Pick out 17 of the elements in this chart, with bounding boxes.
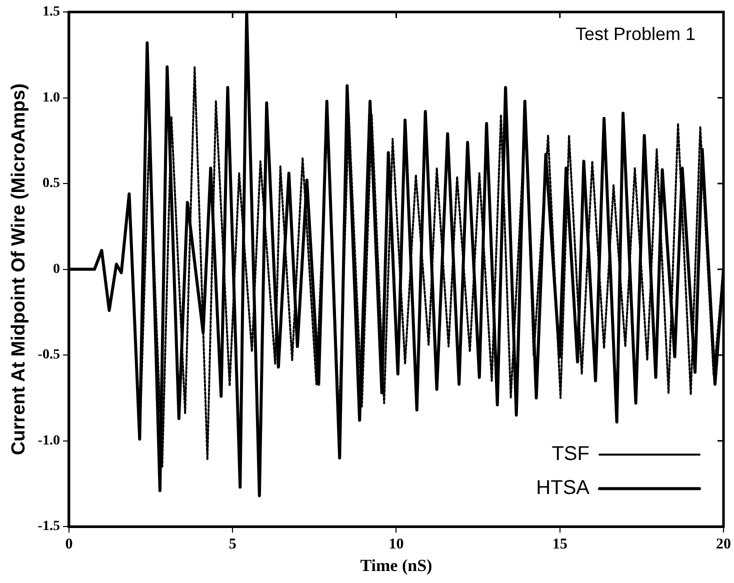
legend-label: HTSA bbox=[536, 477, 590, 500]
y-tick-label: -1.5 bbox=[38, 519, 60, 534]
y-tick-label: -1.0 bbox=[38, 433, 60, 448]
legend-label: TSF bbox=[552, 443, 590, 466]
x-tick-label: 5 bbox=[228, 536, 236, 552]
y-axis-title: Current At Midpoint Of Wire (MicroAmps) bbox=[8, 83, 30, 456]
text: Test Problem 1 bbox=[575, 24, 696, 44]
x-axis-title: Time (nS) bbox=[360, 556, 432, 576]
y-tick-label: 1.5 bbox=[42, 4, 60, 20]
y-tick-label: 0.5 bbox=[42, 176, 60, 192]
y-tick-label: 1.0 bbox=[42, 90, 60, 106]
x-tick-label: 15 bbox=[552, 536, 568, 552]
x-tick-label: 0 bbox=[65, 536, 73, 552]
y-tick-label: 0 bbox=[52, 262, 60, 277]
x-tick-label: 10 bbox=[388, 536, 404, 552]
y-tick-label: -0.5 bbox=[38, 348, 60, 363]
x-tick-label: 20 bbox=[716, 536, 731, 552]
